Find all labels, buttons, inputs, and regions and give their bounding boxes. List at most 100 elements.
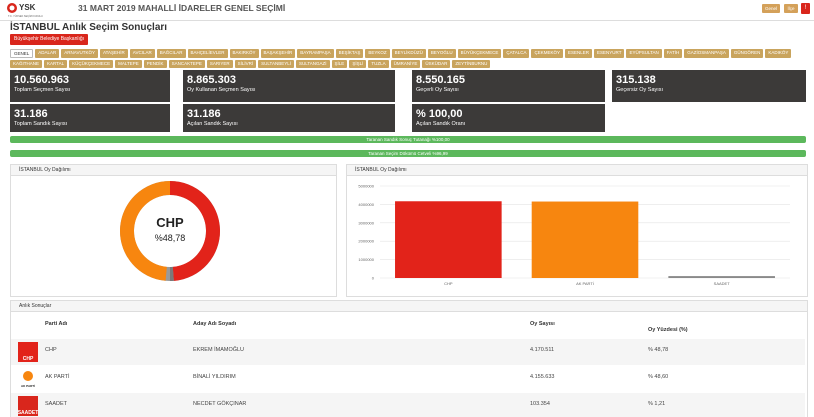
district-tab[interactable]: SANCAKTEPE [168,60,205,68]
district-tab[interactable]: ÜSKÜDAR [422,60,451,68]
table-cell: % 1,21 [648,401,665,407]
party-logo [18,342,38,362]
district-tab[interactable]: AVCILAR [129,49,155,58]
donut-slice [120,181,170,281]
bar [395,201,502,278]
district-tab[interactable]: EYÜPSULTAN [626,49,662,58]
district-tab[interactable]: ÇATALCA [503,49,530,58]
district-tab[interactable]: BEŞİKTAŞ [335,49,364,58]
district-tab[interactable]: BEYLİKDÜZÜ [391,49,426,58]
panel-title: İSTANBUL Oy Dağılımı [347,165,807,176]
table-cell: CHP [45,347,57,353]
office-button[interactable]: Büyükşehir Belediye Başkanlığı [10,34,89,45]
table-cell: NECDET GÖKÇINAR [193,400,246,407]
logo-text: YSK [19,3,36,12]
donut-slice [170,266,174,281]
district-tab[interactable]: ESENYURT [594,49,625,58]
party-logo-text: SAADET [18,410,39,416]
page-title: İSTANBUL Anlık Seçim Sonuçları [10,22,168,33]
stat-value: 8.550.165 [416,74,465,86]
table-cell: EKREM İMAMOĞLU [193,346,244,353]
stat-card: 10.560.963 Toplam Seçmen Sayısı [10,70,170,102]
y-tick-label: 5000000 [358,184,374,189]
x-tick-label: SAADET [714,281,731,286]
panel-title: İSTANBUL Oy Dağılımı [11,165,336,176]
district-tab[interactable]: BAYRAMPAŞA [297,49,334,58]
nav-button[interactable]: Genel [762,4,780,13]
donut-label: CHP [156,215,184,230]
election-title: 31 MART 2019 MAHALLİ İDARELER GENEL SEÇİ… [78,3,286,13]
alert-button[interactable]: ! [801,3,810,14]
party-logo-bulb [23,371,33,381]
stat-label: Toplam Sandık Sayısı [14,121,68,127]
party-logo-text: AK PARTİ [21,383,35,388]
donut-slice [170,181,221,281]
district-tab[interactable]: KAĞITHANE [10,60,43,68]
district-tab[interactable]: PENDİK [143,60,167,68]
district-tab[interactable]: BAHÇELİEVLER [187,49,228,58]
district-tab[interactable]: TUZLA [368,60,389,68]
district-tab[interactable]: KÜÇÜKÇEKMECE [69,60,114,68]
district-tab[interactable]: SİLİVRİ [234,60,257,68]
y-tick-label: 2000000 [358,239,374,244]
district-tab[interactable]: BEYKOZ [365,49,390,58]
stat-label: Oy Kullanan Seçmen Sayısı [187,87,256,93]
district-tab[interactable]: KARTAL [44,60,68,68]
district-tabs: GENEL ADALAR ARNAVUTKÖY ATAŞEHİR AVCILAR BAĞC… [10,49,806,68]
stat-label: Açılan Sandık Sayısı [187,121,238,127]
party-logo-text: CHP [23,356,34,362]
x-tick-label: CHP [444,281,453,286]
district-tab[interactable]: MALTEPE [115,60,142,68]
district-tab[interactable]: BÜYÜKÇEKMECE [457,49,502,58]
progress-bar: Taranan Sandık Sonuç Tutanağı %100,00 [10,136,806,143]
district-tab[interactable]: ATAŞEHİR [99,49,128,58]
y-tick-label: 0 [372,276,375,281]
stat-card: 31.186 Toplam Sandık Sayısı [10,104,170,132]
column-header: Oy Sayısı [530,321,555,327]
table-cell: % 48,78 [648,347,668,353]
district-tab[interactable]: ŞİLE [331,60,348,68]
progress-bar: Taranan Seçim Dökümü Cetveli %96,99 [10,150,806,157]
row-bg [11,366,805,392]
district-tab[interactable]: ADALAR [35,49,60,58]
district-tab[interactable]: ARNAVUTKÖY [61,49,98,58]
stat-card: 31.186 Açılan Sandık Sayısı [183,104,395,132]
district-tab[interactable]: ZEYTİNBURNU [452,60,491,68]
district-tab[interactable]: BAŞAKŞEHİR [260,49,296,58]
row-bg [11,339,805,365]
stat-label: Geçerli Oy Sayısı [416,87,459,93]
district-tab[interactable]: BAĞCILAR [156,49,186,58]
district-tab[interactable]: GENEL [10,49,34,58]
panel-title: Anlık Sonuçlar [11,301,807,312]
logo: YSK T.C. YÜKSEK SEÇİM KURULU [7,3,43,18]
stat-card: 315.138 Geçersiz Oy Sayısı [612,70,806,102]
district-tab[interactable]: SARIYER [206,60,233,68]
district-tab[interactable]: SULTANGAZİ [295,60,330,68]
y-tick-label: 4000000 [358,202,374,207]
district-tab[interactable]: BEYOĞLU [427,49,456,58]
district-tab[interactable]: BAKIRKÖY [229,49,259,58]
district-tab[interactable]: SULTANBEYLİ [258,60,294,68]
bar [531,201,639,278]
district-tab[interactable]: GAZİOSMANPAŞA [684,49,729,58]
district-tab[interactable]: FATİH [663,49,683,58]
table-cell: BİNALİ YILDIRIM [193,373,236,380]
y-tick-label: 3000000 [358,220,374,225]
column-header: Aday Adı Soyadı [193,321,237,327]
stat-value: 31.186 [14,108,48,120]
district-tab[interactable]: ÜMRANİYE [390,60,421,68]
table-cell: 4.170.511 [530,347,554,353]
district-tab[interactable]: ŞİŞLİ [349,60,367,68]
stat-label: Toplam Seçmen Sayısı [14,87,71,93]
stat-label: Açılan Sandık Oranı [416,121,466,127]
nav-button[interactable]: İlçe [784,4,798,13]
table-cell: 4.155.633 [530,374,554,380]
district-tab[interactable]: ÇEKMEKÖY [531,49,563,58]
district-tab[interactable]: KADIKÖY [765,49,792,58]
stat-card: % 100,00 Açılan Sandık Oranı [412,104,605,132]
x-tick-label: AK PARTİ [576,281,594,286]
district-tab[interactable]: GÜNGÖREN [730,49,764,58]
stat-value: 8.865.303 [187,74,236,86]
district-tab[interactable]: ESENLER [565,49,593,58]
